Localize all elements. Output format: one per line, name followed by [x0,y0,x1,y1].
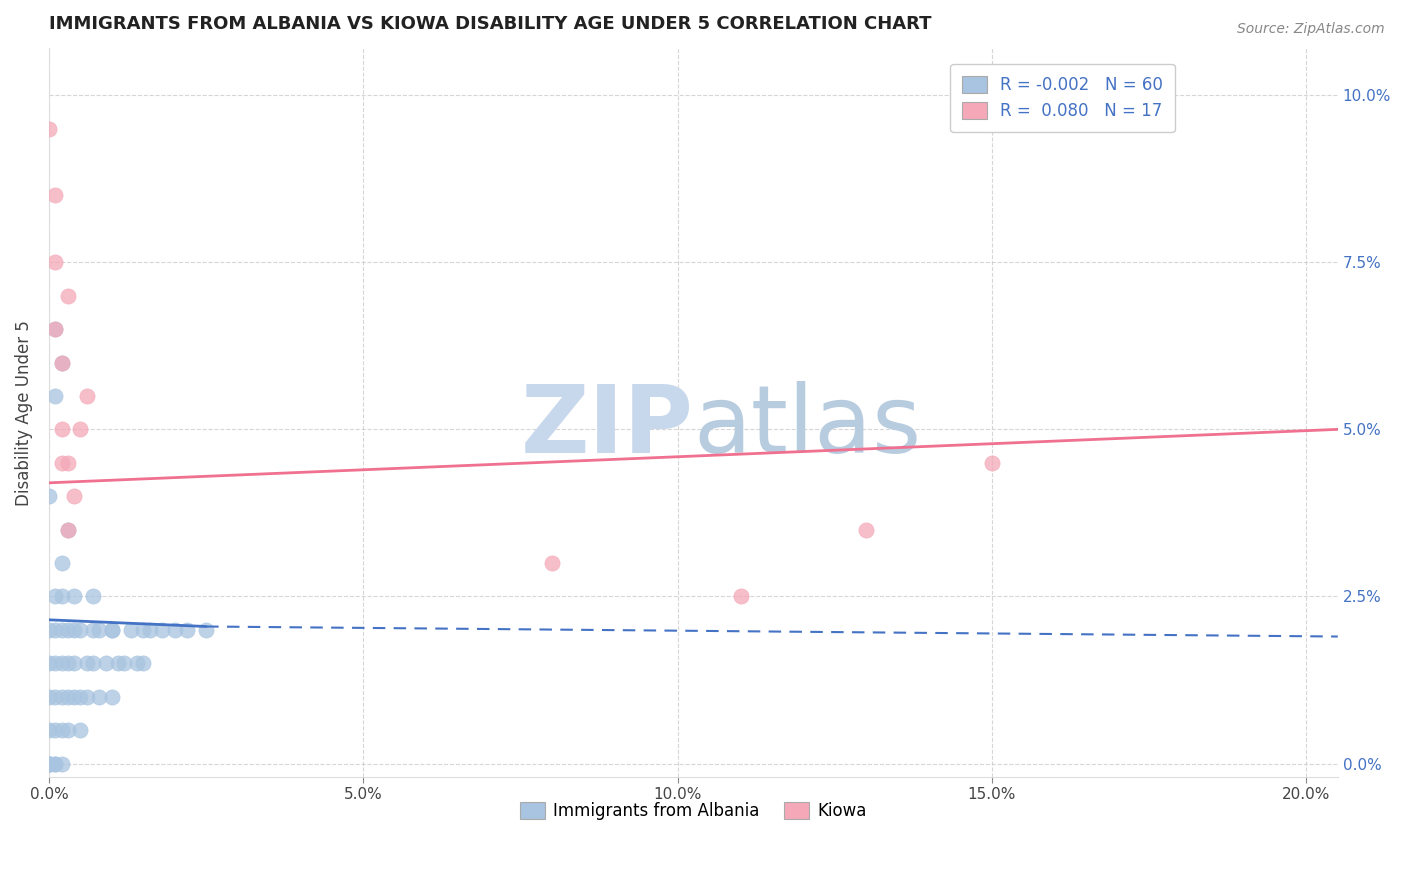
Point [51,456,73,470]
Point [38,723,60,737]
Point [38,623,60,637]
Point [44,690,66,704]
Text: Source: ZipAtlas.com: Source: ZipAtlas.com [1237,22,1385,37]
Point [63,590,86,604]
Point [89,623,111,637]
Point [76,657,98,671]
Point [541,556,564,570]
Point [120,623,142,637]
Point [69,723,91,737]
Point [51,690,73,704]
Point [63,657,86,671]
Point [51,623,73,637]
Point [195,623,218,637]
Point [44,188,66,202]
Point [51,590,73,604]
Point [101,623,124,637]
Point [56,456,79,470]
Point [63,623,86,637]
Point [63,690,86,704]
Point [44,623,66,637]
Point [44,657,66,671]
Point [82,657,104,671]
Y-axis label: Disability Age Under 5: Disability Age Under 5 [15,319,32,506]
Point [51,355,73,369]
Point [38,756,60,771]
Point [56,623,79,637]
Point [132,657,155,671]
Point [44,322,66,336]
Point [163,623,186,637]
Point [38,756,60,771]
Point [44,389,66,403]
Point [82,623,104,637]
Point [69,422,91,436]
Point [82,590,104,604]
Point [51,422,73,436]
Point [56,657,79,671]
Point [51,723,73,737]
Point [69,690,91,704]
Point [101,690,124,704]
Point [38,657,60,671]
Point [38,690,60,704]
Point [69,623,91,637]
Point [150,623,173,637]
Point [38,121,60,136]
Point [44,322,66,336]
Point [51,657,73,671]
Point [51,355,73,369]
Text: IMMIGRANTS FROM ALBANIA VS KIOWA DISABILITY AGE UNDER 5 CORRELATION CHART: IMMIGRANTS FROM ALBANIA VS KIOWA DISABIL… [49,15,931,33]
Point [76,389,98,403]
Point [44,255,66,269]
Point [125,657,148,671]
Point [132,623,155,637]
Point [44,590,66,604]
Point [56,523,79,537]
Point [107,657,129,671]
Point [51,556,73,570]
Point [94,657,117,671]
Point [51,756,73,771]
Point [44,756,66,771]
Point [855,523,877,537]
Point [89,690,111,704]
Point [38,489,60,503]
Point [38,756,60,771]
Text: atlas: atlas [693,381,921,474]
Point [56,723,79,737]
Point [730,590,752,604]
Point [101,623,124,637]
Point [981,456,1004,470]
Point [112,657,135,671]
Point [76,690,98,704]
Legend: Immigrants from Albania, Kiowa: Immigrants from Albania, Kiowa [513,796,873,827]
Point [56,289,79,303]
Point [63,489,86,503]
Point [38,756,60,771]
Point [44,756,66,771]
Text: ZIP: ZIP [520,381,693,474]
Point [138,623,160,637]
Point [56,523,79,537]
Point [56,690,79,704]
Point [44,723,66,737]
Point [176,623,198,637]
